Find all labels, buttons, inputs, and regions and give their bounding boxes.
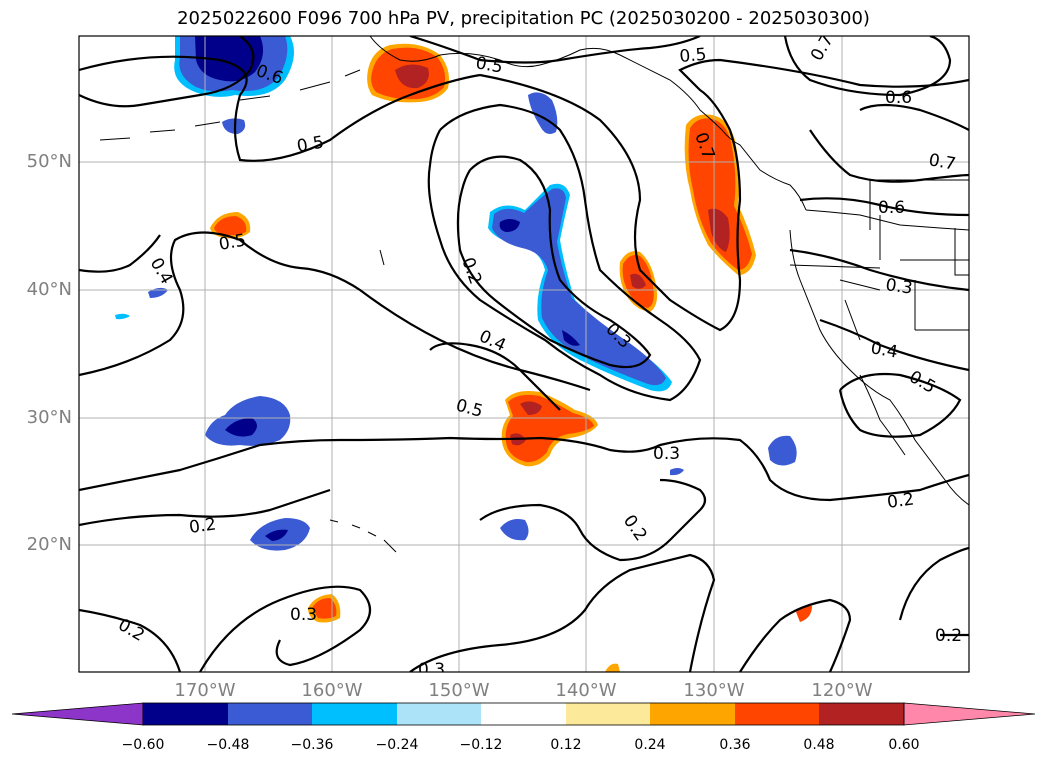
lon-label-140w: 140°W <box>555 680 617 701</box>
plot-frame <box>78 35 970 673</box>
contour-label: 0.5 <box>474 53 504 77</box>
contour-label: 0.3 <box>653 444 680 464</box>
contour-label: 0.3 <box>418 660 445 680</box>
lat-label-50n: 50°N <box>26 151 72 172</box>
lat-label-20n: 20°N <box>26 534 72 555</box>
colorbar-tick: 0.36 <box>719 737 751 753</box>
contour-label: 0.4 <box>869 338 899 362</box>
contour-label: 0.5 <box>906 367 939 398</box>
precip-negative-areas <box>115 36 797 551</box>
coastlines <box>99 36 969 553</box>
map-title: 2025022600 F096 700 hPa PV, precipitatio… <box>177 8 870 29</box>
precip-neg-blob-gulf <box>528 92 558 134</box>
colorbar-tick: −0.60 <box>121 737 165 753</box>
colorbar-tick: −0.12 <box>459 737 503 753</box>
lon-label-160w: 160°W <box>301 680 363 701</box>
lon-label-170w: 170°W <box>174 680 236 701</box>
lon-label-150w: 150°W <box>428 680 490 701</box>
colorbar-segment <box>228 703 312 725</box>
contour-label: 0.2 <box>886 489 916 513</box>
graticule <box>79 36 969 672</box>
contour-label: 0.4 <box>476 326 509 356</box>
colorbar-segment <box>312 703 397 725</box>
contour-label: 0.3 <box>884 275 914 299</box>
colorbar-max-extension <box>903 702 1036 726</box>
colorbar-tick: −0.36 <box>290 737 334 753</box>
contour-label: 0.3 <box>290 605 317 625</box>
colorbar-min-extension <box>11 702 144 726</box>
colorbar-segment <box>819 703 904 725</box>
colorbar-segment <box>481 703 566 725</box>
colorbar <box>11 702 1036 726</box>
colorbar-segment <box>650 703 735 725</box>
contour-label: 0.2 <box>188 514 218 538</box>
colorbar-segment <box>143 703 228 725</box>
colorbar-tick: 0.12 <box>550 737 582 753</box>
lat-label-40n: 40°N <box>26 279 72 300</box>
pv-contours <box>79 36 969 672</box>
contour-label: 0.7 <box>927 150 957 174</box>
colorbar-tick: −0.48 <box>206 737 250 753</box>
colorbar-tick: 0.60 <box>888 737 920 753</box>
contour-label: 0.2 <box>619 511 651 545</box>
contour-label: 0.6 <box>885 88 912 108</box>
lon-label-120w: 120°W <box>811 680 873 701</box>
colorbar-tick: 0.48 <box>803 737 835 753</box>
contour-label: 0.5 <box>679 45 708 67</box>
colorbar-segment <box>566 703 650 725</box>
colorbar-tick: 0.24 <box>634 737 666 753</box>
colorbar-segment <box>735 703 819 725</box>
contour-label: 0.6 <box>878 198 905 218</box>
colorbar-segment <box>397 703 481 725</box>
contour-label: 0.2 <box>935 626 962 646</box>
lon-label-130w: 130°W <box>683 680 745 701</box>
precip-neg-blob-small1 <box>222 118 246 134</box>
colorbar-tick: −0.24 <box>375 737 419 753</box>
contour-label: 0.5 <box>217 231 247 255</box>
contour-label: 0.5 <box>295 133 325 157</box>
lat-label-30n: 30°N <box>26 407 72 428</box>
